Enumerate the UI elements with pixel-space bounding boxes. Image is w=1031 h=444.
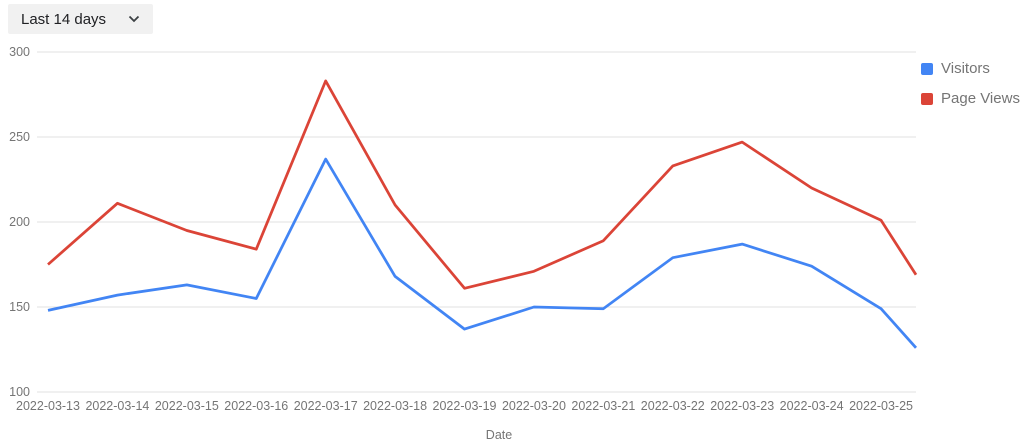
legend-swatch-visitors-icon [921,62,933,75]
x-tick-label: 2022-03-15 [155,399,219,413]
x-tick-label: 2022-03-19 [433,399,497,413]
y-tick-label: 250 [9,130,30,144]
x-tick-label: 2022-03-22 [641,399,705,413]
legend-label-visitors: Visitors [941,60,990,77]
series-line-visitors [47,157,918,349]
legend-item-page-views: Page Views [921,90,1020,107]
x-tick-label: 2022-03-13 [16,399,80,413]
y-tick-label: 100 [9,385,30,399]
legend-swatch-page-views-icon [921,92,933,105]
x-tick-label: 2022-03-25 [849,399,913,413]
y-tick-label: 200 [9,215,30,229]
chevron-down-icon [128,15,140,23]
x-tick-label: 2022-03-23 [710,399,774,413]
x-tick-label: 2022-03-17 [294,399,358,413]
legend-item-visitors: Visitors [921,60,1020,77]
x-axis-title: Date [486,428,512,442]
date-range-label: Last 14 days [21,10,107,28]
y-tick-label: 300 [9,45,30,59]
x-tick-label: 2022-03-21 [571,399,635,413]
legend-label-page-views: Page Views [941,90,1020,107]
series-line-page-views [47,79,918,290]
x-tick-label: 2022-03-16 [224,399,288,413]
x-tick-label: 2022-03-20 [502,399,566,413]
x-tick-label: 2022-03-18 [363,399,427,413]
chart-legend: Visitors Page Views [921,60,1020,107]
x-tick-label: 2022-03-14 [85,399,149,413]
x-tick-label: 2022-03-24 [780,399,844,413]
date-range-dropdown[interactable]: Last 14 days [8,4,154,34]
y-tick-label: 150 [9,300,30,314]
